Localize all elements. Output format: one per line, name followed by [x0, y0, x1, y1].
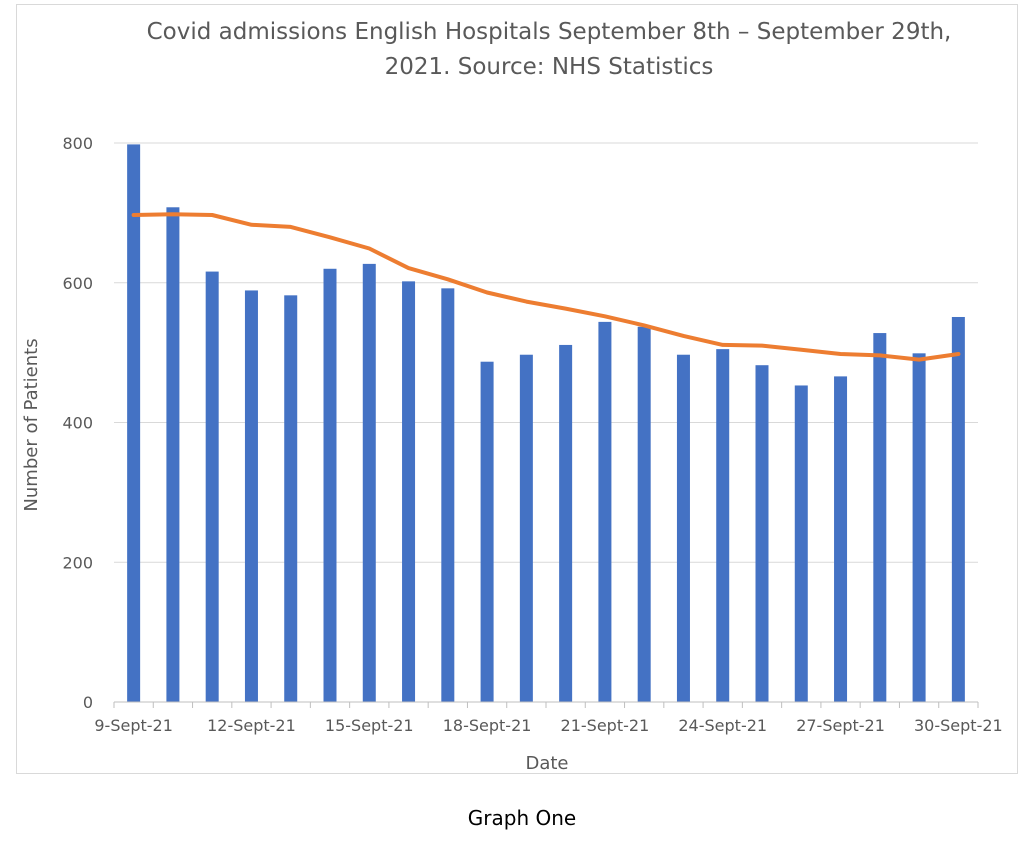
chart: Covid admissions English Hospitals Septe… [21, 19, 1003, 774]
bar-series [127, 144, 965, 702]
x-tick-label: 12-Sept-21 [207, 716, 296, 735]
bar [244, 290, 258, 702]
bar [951, 316, 965, 702]
bar [794, 385, 808, 702]
chart-title-line: Covid admissions English Hospitals Septe… [147, 19, 952, 45]
bar [284, 295, 298, 702]
bar [205, 271, 219, 702]
x-axis-title: Date [525, 753, 568, 774]
bar [323, 268, 337, 702]
bar [402, 281, 416, 702]
bar [559, 344, 573, 702]
gridlines [114, 142, 978, 563]
bar [362, 263, 376, 702]
x-tick-label: 30-Sept-21 [914, 716, 1003, 735]
y-axis-title: Number of Patients [21, 338, 42, 511]
y-axis-ticks: 0 200 400 600 800 [62, 134, 93, 712]
bar [166, 207, 180, 702]
bar [127, 144, 141, 702]
bar [873, 333, 887, 702]
x-tick-label: 27-Sept-21 [796, 716, 885, 735]
bar [676, 354, 690, 702]
line-series [131, 212, 961, 362]
bar [441, 288, 455, 702]
bar [755, 365, 769, 702]
bar [716, 349, 730, 702]
bar [519, 354, 533, 702]
y-tick-label: 200 [62, 553, 93, 572]
bar [834, 376, 848, 702]
bar [912, 353, 926, 702]
y-tick-label: 600 [62, 274, 93, 293]
chart-title-line: 2021. Source: NHS Statistics [385, 54, 714, 80]
x-axis [113, 701, 979, 708]
bar [480, 361, 494, 702]
y-tick-label: 400 [62, 414, 93, 433]
x-tick-label: 21-Sept-21 [561, 716, 650, 735]
trend-line [131, 212, 961, 362]
chart-frame: Covid admissions English Hospitals Septe… [16, 4, 1018, 774]
y-tick-label: 800 [62, 134, 93, 153]
bar [598, 321, 612, 702]
y-tick-label: 0 [83, 693, 93, 712]
x-tick-label: 18-Sept-21 [443, 716, 532, 735]
x-axis-ticks: 9-Sept-21 12-Sept-21 15-Sept-21 18-Sept-21 2… [94, 716, 1002, 735]
bar [637, 326, 651, 702]
chart-title: Covid admissions English Hospitals Septe… [147, 19, 952, 80]
x-tick-label: 9-Sept-21 [94, 716, 173, 735]
x-tick-label: 15-Sept-21 [325, 716, 414, 735]
figure-caption: Graph One [467, 806, 577, 830]
x-tick-label: 24-Sept-21 [678, 716, 767, 735]
